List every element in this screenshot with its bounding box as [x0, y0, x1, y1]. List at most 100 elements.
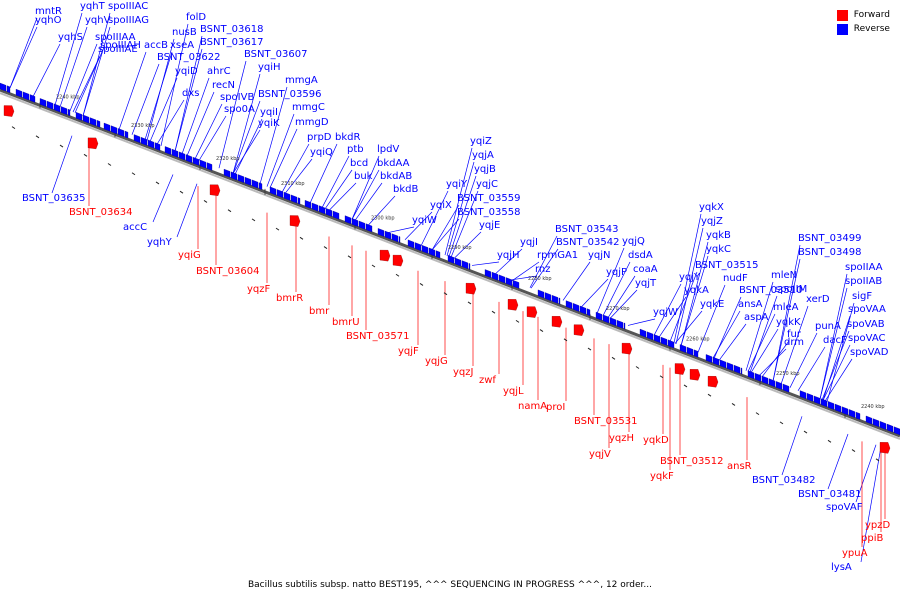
reverse-gene-label: lpdV: [377, 144, 399, 155]
reverse-label-connector: [51, 135, 73, 194]
reverse-gene-arrow: [147, 139, 155, 149]
reverse-label-connector: [780, 305, 809, 385]
tick-label: 2240 kbp: [56, 94, 80, 100]
reverse-gene-arrow: [679, 344, 687, 353]
forward-swatch: [836, 9, 848, 21]
reverse-gene-arrow: [454, 257, 462, 267]
tick-label: 2290 kbp: [448, 245, 472, 251]
reverse-label-connector: [321, 155, 350, 208]
reverse-label-connector: [674, 310, 703, 344]
reverse-label-connector: [176, 183, 198, 238]
tick-label: 2240 kbp: [861, 404, 885, 410]
reverse-gene-arrow: [855, 411, 861, 420]
reverse-gene-arrow: [53, 103, 61, 113]
reverse-gene-arrow: [140, 136, 148, 146]
reverse-label-connector: [74, 51, 103, 113]
reverse-label-connector: [819, 273, 848, 400]
frame-dash: [731, 402, 736, 406]
reverse-gene-label: yqkK: [776, 317, 801, 328]
reverse-gene-label: yqjY: [679, 272, 701, 283]
reverse-gene-arrow: [609, 317, 617, 327]
reverse-label-connector: [149, 77, 178, 142]
reverse-gene-arrow: [133, 134, 141, 144]
reverse-gene-label: yqhY: [147, 237, 173, 248]
reverse-gene-label: yqjN: [588, 250, 611, 261]
forward-gene-label: BSNT_03604: [196, 266, 259, 277]
reverse-gene-label: yqhV: [85, 15, 111, 26]
reverse-label-connector: [232, 100, 261, 174]
reverse-gene-arrow: [103, 122, 111, 132]
reverse-gene-arrow: [484, 269, 492, 278]
reverse-label-connector: [181, 77, 210, 155]
forward-gene-label: ypzD: [865, 520, 891, 531]
frame-dash: [755, 412, 760, 416]
reverse-gene-label: yqhT: [80, 1, 106, 12]
reverse-label-connector: [580, 278, 609, 308]
reverse-gene-label: yqhS: [58, 32, 83, 43]
reverse-gene-arrow: [0, 82, 7, 92]
forward-gene-label: zwf: [479, 375, 496, 386]
reverse-gene-label: yqkX: [699, 202, 724, 213]
frame-dash: [659, 375, 664, 379]
reverse-gene-arrow: [283, 191, 291, 201]
tick-label: 2300 kbp: [371, 215, 395, 221]
reverse-label-connector: [309, 143, 338, 204]
reverse-gene-label: yqkA: [684, 285, 709, 296]
frame-dash: [155, 181, 160, 185]
frame-dash: [851, 449, 856, 452]
frame-dash: [371, 264, 376, 268]
reverse-label-connector: [232, 73, 261, 174]
reverse-label-connector: [745, 281, 774, 371]
reverse-label-connector: [72, 55, 101, 113]
reverse-label-connector: [160, 23, 189, 146]
reverse-gene-arrow: [39, 98, 47, 107]
reverse-gene-arrow: [761, 375, 769, 385]
reverse-gene-arrow: [60, 106, 68, 115]
reverse-label-connector: [281, 143, 310, 193]
figure-caption: Bacillus subtilis subsp. natto BEST195, …: [247, 580, 653, 590]
reverse-gene-arrow: [726, 362, 734, 372]
forward-gene-label: ypuA: [842, 548, 868, 559]
reverse-gene-label: yqiK: [258, 118, 280, 129]
reverse-gene-label: BSNT_03635: [22, 193, 85, 204]
reverse-gene-label: spoIIM: [775, 284, 807, 295]
reverse-gene-arrow: [199, 159, 207, 169]
frame-dash: [419, 283, 424, 286]
reverse-gene-arrow: [595, 311, 603, 321]
reverse-gene-label: BSNT_03498: [798, 247, 861, 258]
frame-dash: [107, 163, 112, 166]
reverse-gene-arrow: [124, 130, 129, 139]
reverse-gene-label: yqiH: [258, 62, 281, 73]
reverse-gene-arrow: [498, 274, 506, 284]
forward-gene-label: yqzJ: [453, 367, 473, 378]
reverse-gene-label: bkdAA: [377, 158, 410, 169]
reverse-gene-arrow: [297, 197, 301, 205]
reverse-label-connector: [259, 86, 288, 185]
reverse-gene-label: yqjE: [479, 220, 500, 231]
reverse-label-connector: [198, 115, 227, 161]
reverse-gene-arrow: [586, 308, 591, 317]
reverse-label-connector: [431, 218, 460, 251]
reverse-label-connector: [446, 161, 475, 256]
forward-gene-arrow: [526, 306, 538, 318]
tick-label: 2270 kbp: [606, 306, 630, 312]
reverse-gene-arrow: [558, 297, 561, 305]
reverse-gene-label: ptb: [347, 144, 364, 155]
reverse-gene-label: yqjQ: [622, 236, 645, 247]
reverse-gene-arrow: [572, 303, 580, 312]
reverse-label-connector: [354, 182, 383, 221]
reverse-gene-arrow: [602, 314, 610, 324]
reverse-gene-arrow: [75, 111, 83, 121]
reverse-gene-label: yqiW: [412, 215, 437, 226]
reverse-gene-arrow: [117, 128, 125, 137]
reverse-label-connector: [609, 289, 638, 319]
reverse-label-connector: [82, 26, 111, 117]
frame-dash: [299, 236, 304, 240]
forward-gene-label: yqiG: [178, 250, 201, 261]
frame-dash: [467, 301, 472, 305]
reverse-gene-label: BSNT_03499: [798, 233, 861, 244]
reverse-gene-arrow: [646, 331, 654, 341]
reverse-label-connector: [607, 275, 636, 318]
reverse-gene-arrow: [623, 322, 626, 330]
reverse-label-connector: [821, 330, 850, 401]
